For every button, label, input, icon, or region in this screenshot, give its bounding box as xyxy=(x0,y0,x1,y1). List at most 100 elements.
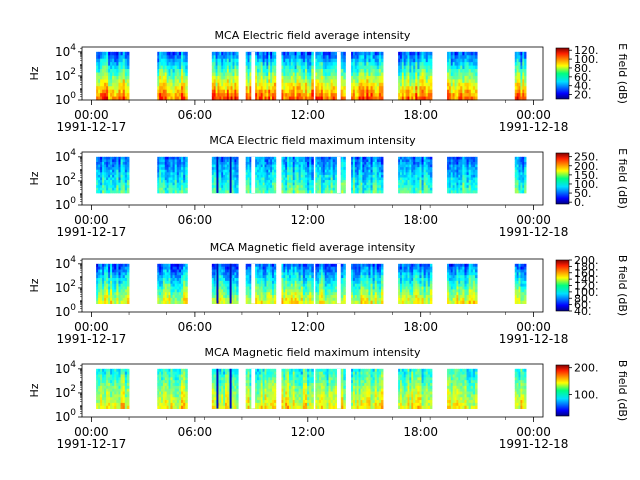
spectrogram-cell xyxy=(330,190,334,194)
spectrogram-cell xyxy=(108,185,111,189)
spectrogram-cell xyxy=(380,86,384,91)
spectrogram-cell xyxy=(281,169,284,173)
spectrogram-cell xyxy=(178,82,182,87)
spectrogram-cell xyxy=(262,182,265,186)
spectrogram-cell xyxy=(96,278,99,282)
spectrogram-cell xyxy=(178,187,182,191)
spectrogram-cell xyxy=(423,51,427,56)
spectrogram-cell xyxy=(98,295,101,299)
spectrogram-cell xyxy=(288,79,292,84)
spectrogram-cell xyxy=(168,169,171,173)
spectrogram-cell xyxy=(164,280,168,285)
spectrogram-cell xyxy=(283,177,286,181)
spectrogram-cell xyxy=(419,55,422,60)
spectrogram-cell xyxy=(468,82,472,87)
spectrogram-cell xyxy=(319,185,322,189)
spectrogram-cell xyxy=(311,187,314,191)
spectrogram-cell xyxy=(159,180,162,184)
spectrogram-cell xyxy=(360,156,363,160)
spectrogram-cell xyxy=(374,156,378,160)
spectrogram-cell xyxy=(281,75,284,80)
spectrogram-cell xyxy=(400,58,403,63)
spectrogram-cell xyxy=(524,174,527,178)
spectrogram-cell xyxy=(400,75,403,80)
spectrogram-cell xyxy=(258,280,262,285)
spectrogram-cell xyxy=(178,177,182,181)
spectrogram-cell xyxy=(372,51,376,56)
spectrogram-cell xyxy=(221,263,224,268)
spectrogram-cell xyxy=(110,75,113,80)
spectrogram-cell xyxy=(360,187,363,191)
spectrogram-cell xyxy=(159,280,162,285)
spectrogram-cell xyxy=(118,263,121,268)
spectrogram-cell xyxy=(304,79,308,84)
spectrogram-cell xyxy=(309,159,312,163)
spectrogram-cell xyxy=(330,75,334,80)
spectrogram-cell xyxy=(400,169,403,173)
spectrogram-cell xyxy=(159,289,162,293)
spectrogram-cell xyxy=(245,266,248,270)
spectrogram-cell xyxy=(104,172,107,176)
spectrogram-cell xyxy=(319,190,322,194)
spectrogram-cell xyxy=(356,55,359,60)
spectrogram-cell xyxy=(225,269,228,273)
spectrogram-cell xyxy=(100,297,103,302)
spectrogram-cell xyxy=(324,159,328,163)
spectrogram-cell xyxy=(270,89,273,94)
spectrogram-cell xyxy=(285,167,288,171)
spectrogram-cell xyxy=(364,55,367,60)
spectrogram-cell xyxy=(320,62,324,66)
spectrogram-cell xyxy=(370,182,374,186)
spectrogram-cell xyxy=(407,161,410,165)
spectrogram-cell xyxy=(96,280,99,285)
spectrogram-cell xyxy=(264,174,267,178)
spectrogram-cell xyxy=(118,58,121,63)
spectrogram-cell xyxy=(427,82,431,87)
spectrogram-cell xyxy=(330,174,334,178)
spectrogram-cell xyxy=(118,286,121,290)
spectrogram-cell xyxy=(409,177,412,181)
spectrogram-cell xyxy=(522,174,525,178)
spectrogram-cell xyxy=(454,72,457,77)
spectrogram-cell xyxy=(372,169,376,173)
spectrogram-cell xyxy=(315,159,318,163)
spectrogram-cell xyxy=(157,161,160,165)
spectrogram-cell xyxy=(372,185,376,189)
spectrogram-cell xyxy=(378,75,382,80)
spectrogram-cell xyxy=(470,182,474,186)
spectrogram-cell xyxy=(456,55,459,60)
spectrogram-cell xyxy=(217,190,220,194)
spectrogram-cell xyxy=(266,172,269,176)
spectrogram-cell xyxy=(307,174,310,178)
spectrogram-cell xyxy=(309,177,312,181)
spectrogram-cell xyxy=(164,156,168,160)
spectrogram-cell xyxy=(126,289,130,293)
spectrogram-cell xyxy=(302,167,306,171)
spectrogram-cell xyxy=(403,65,407,70)
spectrogram-cell xyxy=(108,159,111,163)
spectrogram-cell xyxy=(376,190,380,194)
spectrogram-cell xyxy=(236,292,239,296)
spectrogram-cell xyxy=(217,156,220,160)
spectrogram-cell xyxy=(370,55,374,60)
spectrogram-cell xyxy=(104,280,107,285)
spectrogram-cell xyxy=(230,272,233,276)
spectrogram-cell xyxy=(413,86,416,91)
spectrogram-cell xyxy=(522,62,525,66)
spectrogram-cell xyxy=(294,72,297,77)
spectrogram-cell xyxy=(108,172,111,176)
spectrogram-cell xyxy=(172,182,176,186)
spectrogram-cell xyxy=(341,174,344,178)
spectrogram-cell xyxy=(294,79,297,84)
spectrogram-cell xyxy=(319,159,322,163)
spectrogram-cell xyxy=(232,161,235,165)
spectrogram-cell xyxy=(159,283,162,287)
spectrogram-cell xyxy=(415,187,418,191)
spectrogram-cell xyxy=(116,161,119,165)
spectrogram-cell xyxy=(106,51,109,56)
spectrogram-cell xyxy=(470,190,474,194)
spectrogram-cell xyxy=(354,69,358,73)
spectrogram-cell xyxy=(407,156,410,160)
spectrogram-cell xyxy=(118,272,121,276)
spectrogram-cell xyxy=(100,185,103,189)
